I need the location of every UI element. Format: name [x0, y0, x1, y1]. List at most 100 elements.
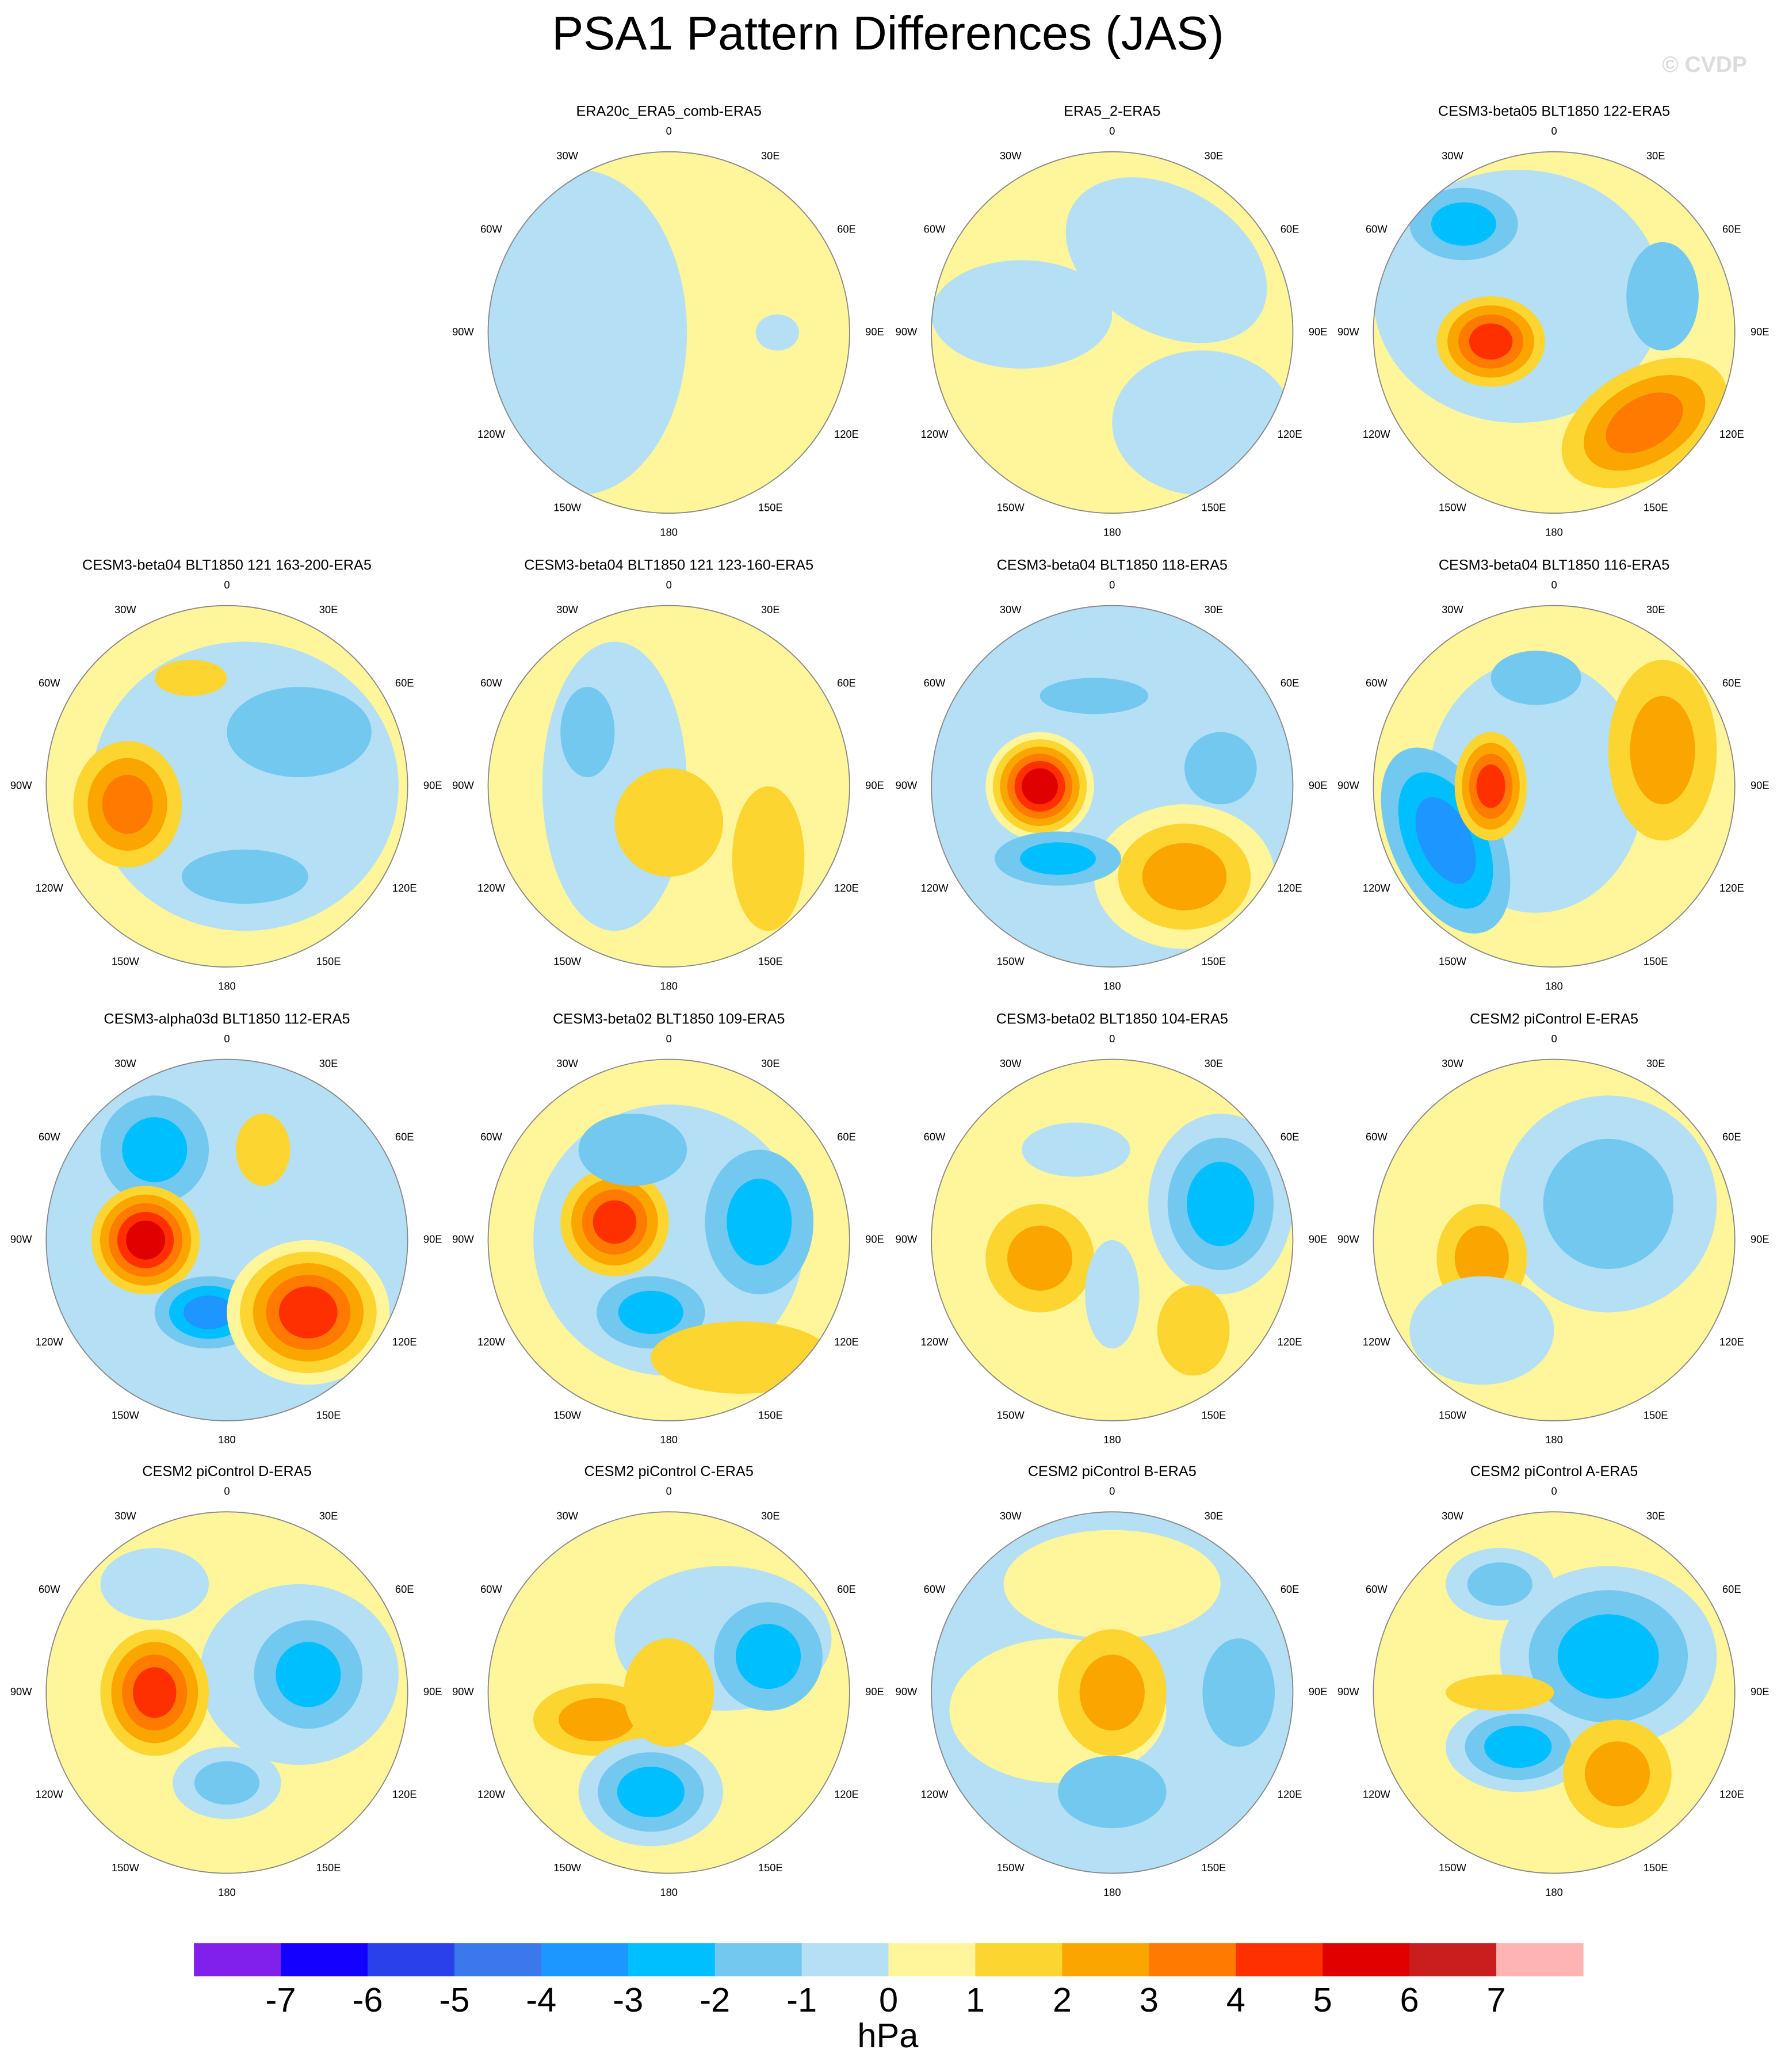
longitude-label: 120E: [1278, 1336, 1302, 1348]
longitude-label: 0: [224, 579, 230, 591]
colorbar-swatch: [1496, 1943, 1584, 1977]
contour-fill: [755, 314, 799, 351]
longitude-label: 30E: [1205, 603, 1224, 616]
longitude-label: 60E: [837, 676, 856, 689]
contour-fill: [617, 1767, 685, 1818]
longitude-label: 90E: [865, 1685, 884, 1698]
contour-fill: [1584, 1741, 1650, 1807]
colorbar-swatch: [454, 1943, 542, 1977]
longitude-label: 30E: [1646, 1057, 1665, 1069]
longitude-label: 150E: [1201, 502, 1226, 514]
contour-fill: [1557, 1614, 1659, 1699]
longitude-label: 180: [660, 1433, 678, 1446]
longitude-label: 180: [660, 526, 678, 538]
contour-field: [1373, 605, 1735, 968]
contour-fill: [1415, 797, 1476, 884]
longitude-label: 180: [1103, 1433, 1121, 1446]
contour-fill: [194, 1761, 260, 1805]
longitude-label: 90W: [10, 779, 32, 792]
contour-fill: [1626, 242, 1699, 351]
longitude-label: 90E: [1309, 1685, 1328, 1698]
longitude-label: 60E: [1722, 676, 1741, 689]
contour-fill: [1112, 350, 1293, 495]
contour-fill: [559, 1698, 635, 1742]
map-panel: CESM3-beta04 BLT1850 121 123-160-ERA5 0 30…: [452, 557, 884, 992]
colorbar-swatch: [801, 1943, 889, 1977]
map-border: [45, 1058, 408, 1421]
longitude-label: 150W: [997, 1409, 1025, 1421]
longitude-label: 90W: [896, 1685, 918, 1698]
longitude-label: 0: [1551, 125, 1557, 137]
longitude-label: 180: [1545, 980, 1563, 992]
longitude-label: 150W: [1439, 502, 1467, 514]
contour-fill: [1490, 651, 1581, 705]
panel-title: CESM2 piControl A-ERA5: [1470, 1463, 1638, 1480]
longitude-label: 150W: [1439, 1861, 1467, 1874]
panel-title: CESM2 piControl D-ERA5: [142, 1463, 311, 1480]
contour-fill: [133, 1667, 177, 1718]
colorbar-swatch: [367, 1943, 455, 1977]
longitude-label: 30E: [319, 1057, 338, 1069]
longitude-label: 30W: [1000, 150, 1022, 162]
longitude-label: 150E: [1201, 1861, 1226, 1874]
longitude-label: 90W: [896, 779, 918, 792]
contour-fill: [1606, 392, 1683, 453]
colorbar-swatch: [281, 1943, 368, 1977]
contour-fill: [593, 1200, 637, 1244]
map-border: [1373, 151, 1736, 514]
longitude-label: 90W: [1337, 1685, 1359, 1698]
contour-fill: [1630, 695, 1695, 805]
longitude-label: 30E: [1205, 1509, 1224, 1521]
longitude-label: 60W: [924, 1583, 946, 1595]
contour-fill: [1184, 732, 1257, 805]
contour-field: [1373, 151, 1735, 514]
longitude-label: 180: [1545, 1886, 1563, 1898]
longitude-label: 120E: [834, 428, 859, 440]
contour-fill: [227, 687, 372, 778]
longitude-label: 120E: [392, 1336, 417, 1348]
contour-field: [931, 151, 1293, 514]
longitude-label: 90E: [865, 1233, 884, 1245]
contour-fill: [1543, 1138, 1673, 1270]
longitude-label: 120W: [921, 1788, 949, 1800]
colorbar-tick-label: 4: [1226, 1981, 1245, 2019]
contour-fill: [488, 170, 687, 495]
longitude-label: 120E: [1719, 1788, 1744, 1800]
colorbar-tick-label: -3: [613, 1981, 643, 2019]
longitude-label: 180: [218, 1886, 236, 1898]
longitude-label: 0: [1109, 579, 1115, 591]
contour-fill: [100, 1548, 209, 1620]
contour-field: [1373, 1512, 1735, 1874]
longitude-label: 30E: [1205, 1057, 1224, 1069]
colorbar-tick-label: 3: [1140, 1981, 1159, 2019]
map-border: [487, 1511, 850, 1874]
map-border: [487, 605, 850, 968]
contour-fill: [1202, 1638, 1275, 1747]
contour-fill: [618, 1290, 683, 1335]
contour-field: [931, 1512, 1293, 1874]
longitude-label: 60E: [1281, 1583, 1300, 1595]
longitude-label: 90W: [10, 1685, 32, 1698]
longitude-label: 150E: [316, 1409, 341, 1421]
map-border: [45, 605, 408, 968]
contour-fill: [276, 1642, 341, 1707]
colorbar-swatch: [714, 1943, 802, 1977]
watermark: © CVDP: [1662, 52, 1747, 77]
longitude-label: 120W: [1363, 1336, 1391, 1348]
map-panel: CESM3-beta05 BLT1850 122-ERA5 0 30E 60E 90E 1…: [1337, 104, 1769, 538]
panel-title: CESM3-beta02 BLT1850 104-ERA5: [996, 1011, 1228, 1027]
longitude-label: 180: [218, 980, 236, 992]
colorbar-swatch: [975, 1943, 1063, 1977]
longitude-label: 90E: [1751, 326, 1769, 338]
contour-fill: [1007, 1225, 1073, 1291]
contour-fill: [735, 1624, 801, 1689]
longitude-label: 60W: [39, 1130, 60, 1142]
longitude-label: 120W: [36, 1788, 64, 1800]
longitude-label: 180: [660, 980, 678, 992]
longitude-label: 180: [218, 1433, 236, 1446]
map-border: [1373, 1511, 1736, 1874]
longitude-label: 180: [1545, 526, 1563, 538]
contour-fill: [126, 1220, 166, 1260]
longitude-label: 30W: [1000, 603, 1022, 616]
colorbar-tick-label: -5: [439, 1981, 469, 2019]
